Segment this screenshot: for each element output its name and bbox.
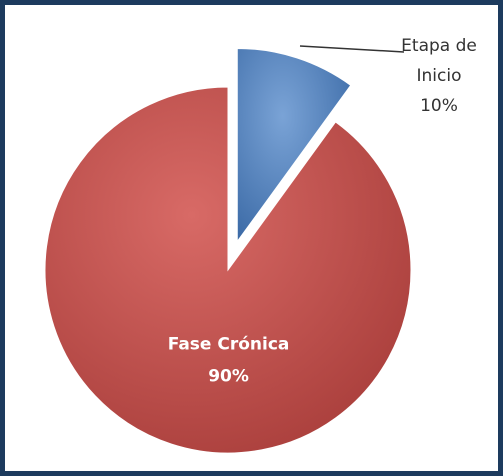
slice-value-label: 90% <box>208 366 249 386</box>
slice-label: Etapa de Inicio <box>401 36 477 86</box>
slice-label: Fase Crónica <box>168 334 290 354</box>
pie-slice <box>236 47 352 244</box>
leader-line <box>299 45 405 53</box>
slice-value-label: 10% <box>420 96 458 116</box>
pie-slice <box>44 86 412 454</box>
